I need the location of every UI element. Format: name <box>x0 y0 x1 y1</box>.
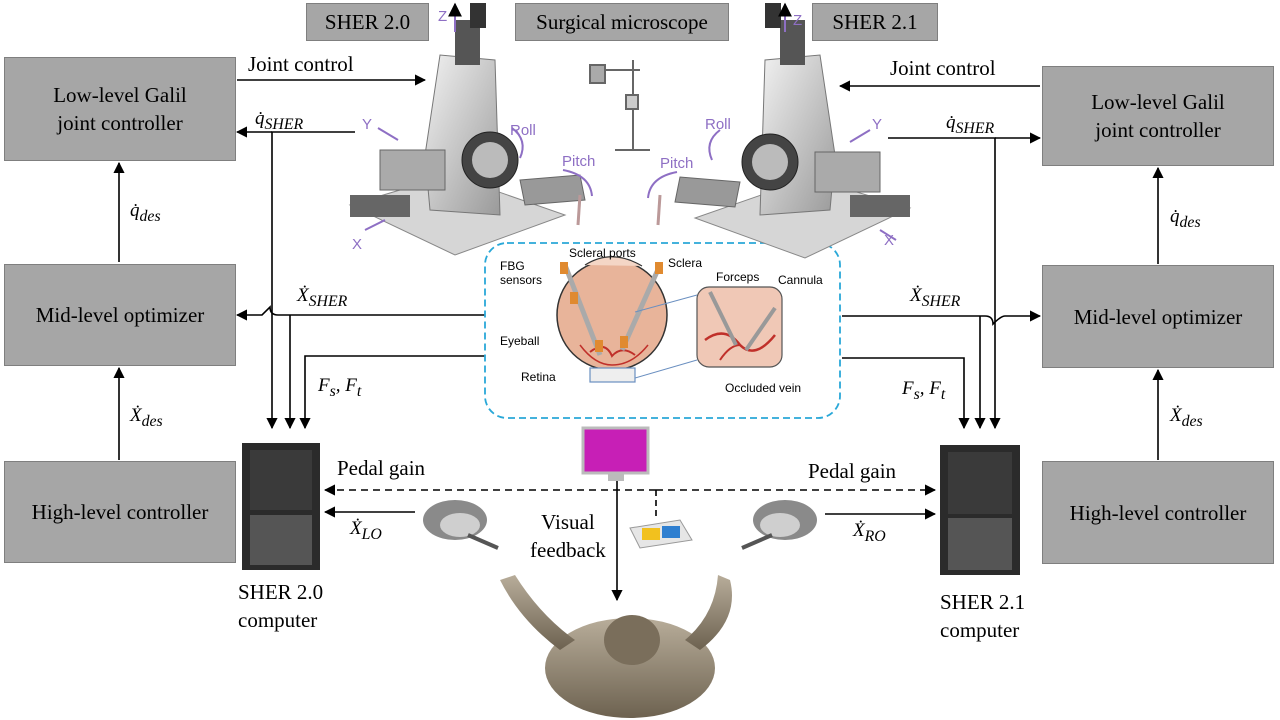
right-mid-level-optimizer-box: Mid-level optimizer <box>1042 265 1274 368</box>
label-visual-feedback: Visual feedback <box>530 508 606 564</box>
microscope-illustration <box>589 60 650 151</box>
wire-xsher-right <box>842 310 1042 326</box>
sher20-robot-illustration <box>348 3 586 256</box>
sher21-computer-line2: computer <box>940 618 1020 642</box>
label-xdot-lo: ẊLO <box>350 518 382 543</box>
inset-fbg-line1: FBG <box>500 259 525 273</box>
inset-label-eyeball: Eyeball <box>500 334 540 348</box>
label-qdot-sher-right: q̇SHER <box>946 112 995 137</box>
sher21-computer-line1: SHER 2.1 <box>940 590 1026 614</box>
left-high-level-controller-box: High-level controller <box>4 461 236 563</box>
label-pedal-gain-right: Pedal gain <box>808 459 897 483</box>
foot-pedal-illustration <box>629 519 693 549</box>
axis-roll-left: Roll <box>510 122 536 139</box>
axis-z-right: Z <box>793 12 803 29</box>
inset-label-cannula: Cannula <box>778 273 823 287</box>
sher21-title-tag: SHER 2.1 <box>812 3 938 41</box>
label-sher20-computer: SHER 2.0 computer <box>238 578 323 634</box>
left-low-line2: joint controller <box>57 111 183 135</box>
vein-closeup <box>634 286 783 379</box>
label-xdot-des-right: Ẋdes <box>1170 405 1203 430</box>
axis-pitch-left: Pitch <box>562 153 596 170</box>
axis-y-left: Y <box>362 116 373 133</box>
sher20-title-tag: SHER 2.0 <box>306 3 429 41</box>
label-forces-right: Fs, Ft <box>902 378 946 403</box>
label-pedal-gain-left: Pedal gain <box>337 456 426 480</box>
right-low-line2: joint controller <box>1095 118 1221 142</box>
label-forces-left: Fs, Ft <box>318 375 362 400</box>
wire-forces-left <box>299 355 485 430</box>
monitor-illustration <box>581 426 650 481</box>
operator-illustration <box>500 575 732 718</box>
label-joint-control-right: Joint control <box>890 56 996 80</box>
label-xdot-sher-left: ẊSHER <box>297 285 348 310</box>
inset-label-fbg: FBG sensors <box>500 259 542 287</box>
inset-label-scleral-ports: Scleral ports <box>569 246 636 260</box>
right-low-line1: Low-level Galil <box>1091 90 1225 114</box>
axis-y-right: Y <box>872 116 883 133</box>
right-high-level-controller-box: High-level controller <box>1042 461 1274 564</box>
haptic-right-illustration <box>741 500 817 550</box>
left-low-line1: Low-level Galil <box>53 83 187 107</box>
visual-feedback-line1: Visual <box>541 510 595 534</box>
label-qdot-sher-left: q̇SHER <box>255 108 304 133</box>
inset-label-forceps: Forceps <box>716 270 760 284</box>
wire-forces-right <box>842 357 970 430</box>
axis-x-right: X <box>884 232 895 249</box>
sher20-computer-line1: SHER 2.0 <box>238 580 324 604</box>
label-qdot-des-left: q̇des <box>130 200 161 225</box>
inset-label-retina: Retina <box>521 370 556 384</box>
sher20-computer-line2: computer <box>238 608 318 632</box>
label-joint-control-left: Joint control <box>248 52 354 76</box>
inset-fbg-line2: sensors <box>500 273 543 287</box>
label-sher21-computer: SHER 2.1 computer <box>940 588 1025 644</box>
label-xdot-ro: ẊRO <box>853 520 886 545</box>
sher21-computer-illustration <box>940 445 1020 575</box>
label-xdot-des-left: Ẋdes <box>130 405 163 430</box>
sher21-robot-illustration <box>656 3 912 259</box>
microscope-title-tag: Surgical microscope <box>515 3 729 41</box>
label-xdot-sher-right: ẊSHER <box>910 285 961 310</box>
axis-x-left: X <box>352 236 363 253</box>
haptic-left-illustration <box>423 500 499 550</box>
axis-pitch-right: Pitch <box>660 155 694 172</box>
right-low-level-controller-box: Low-level Galil joint controller <box>1042 66 1274 166</box>
label-qdot-des-right: q̇des <box>1170 206 1201 231</box>
axis-roll-right: Roll <box>705 116 731 133</box>
inset-label-sclera: Sclera <box>668 256 703 270</box>
eye-illustration <box>556 256 668 383</box>
sher20-computer-illustration <box>242 443 320 570</box>
left-mid-level-optimizer-box: Mid-level optimizer <box>4 264 236 366</box>
inset-label-occluded-vein: Occluded vein <box>725 381 802 395</box>
visual-feedback-line2: feedback <box>530 538 606 562</box>
axis-z-left: Z <box>438 8 448 25</box>
left-low-level-controller-box: Low-level Galil joint controller <box>4 57 236 161</box>
